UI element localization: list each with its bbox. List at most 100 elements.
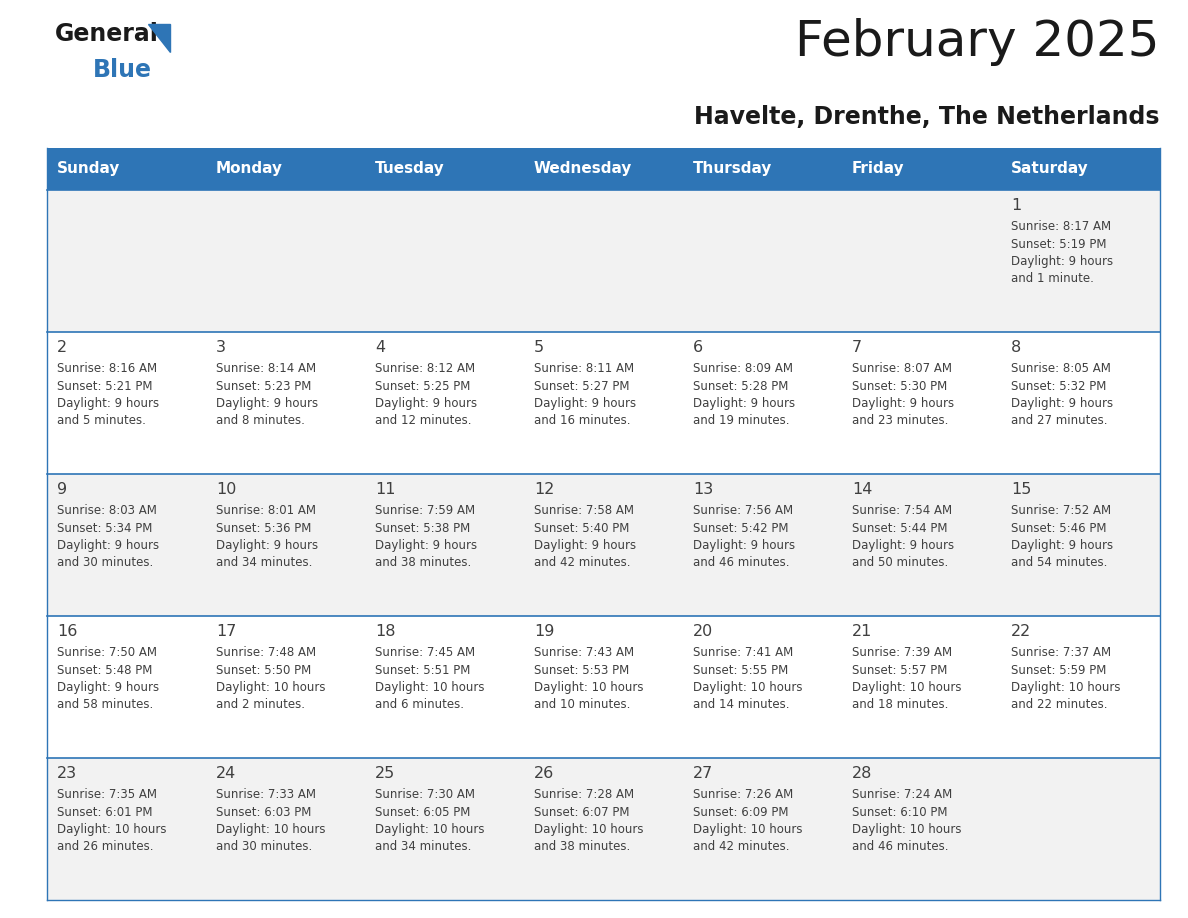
Text: 19: 19 bbox=[533, 624, 555, 639]
Bar bbox=[842, 758, 1001, 900]
Text: 15: 15 bbox=[1011, 482, 1031, 497]
Bar bbox=[365, 148, 524, 190]
Bar bbox=[1001, 148, 1159, 190]
Bar bbox=[683, 148, 842, 190]
Text: Sunrise: 7:37 AM
Sunset: 5:59 PM
Daylight: 10 hours
and 22 minutes.: Sunrise: 7:37 AM Sunset: 5:59 PM Dayligh… bbox=[1011, 646, 1120, 711]
Text: 13: 13 bbox=[693, 482, 713, 497]
Bar bbox=[206, 332, 365, 474]
Bar bbox=[365, 616, 524, 758]
Text: Sunrise: 7:52 AM
Sunset: 5:46 PM
Daylight: 9 hours
and 54 minutes.: Sunrise: 7:52 AM Sunset: 5:46 PM Dayligh… bbox=[1011, 504, 1113, 569]
Text: Friday: Friday bbox=[852, 162, 904, 176]
Text: 5: 5 bbox=[533, 340, 544, 355]
Bar bbox=[842, 332, 1001, 474]
Text: Saturday: Saturday bbox=[1011, 162, 1088, 176]
Text: 4: 4 bbox=[375, 340, 385, 355]
Text: 28: 28 bbox=[852, 766, 872, 781]
Text: Sunrise: 8:05 AM
Sunset: 5:32 PM
Daylight: 9 hours
and 27 minutes.: Sunrise: 8:05 AM Sunset: 5:32 PM Dayligh… bbox=[1011, 362, 1113, 428]
Bar bbox=[524, 332, 683, 474]
Bar bbox=[1001, 332, 1159, 474]
Text: 23: 23 bbox=[57, 766, 77, 781]
Bar bbox=[48, 332, 206, 474]
Bar bbox=[842, 190, 1001, 332]
Text: 7: 7 bbox=[852, 340, 862, 355]
Text: 2: 2 bbox=[57, 340, 68, 355]
Text: Sunrise: 7:39 AM
Sunset: 5:57 PM
Daylight: 10 hours
and 18 minutes.: Sunrise: 7:39 AM Sunset: 5:57 PM Dayligh… bbox=[852, 646, 961, 711]
Text: Blue: Blue bbox=[93, 58, 152, 82]
Text: Sunrise: 7:28 AM
Sunset: 6:07 PM
Daylight: 10 hours
and 38 minutes.: Sunrise: 7:28 AM Sunset: 6:07 PM Dayligh… bbox=[533, 788, 644, 854]
Bar bbox=[206, 616, 365, 758]
Bar bbox=[206, 474, 365, 616]
Text: Sunrise: 7:41 AM
Sunset: 5:55 PM
Daylight: 10 hours
and 14 minutes.: Sunrise: 7:41 AM Sunset: 5:55 PM Dayligh… bbox=[693, 646, 803, 711]
Bar bbox=[365, 758, 524, 900]
Text: 12: 12 bbox=[533, 482, 555, 497]
Text: Sunrise: 8:16 AM
Sunset: 5:21 PM
Daylight: 9 hours
and 5 minutes.: Sunrise: 8:16 AM Sunset: 5:21 PM Dayligh… bbox=[57, 362, 159, 428]
Polygon shape bbox=[148, 24, 170, 52]
Text: 16: 16 bbox=[57, 624, 77, 639]
Text: Sunday: Sunday bbox=[57, 162, 120, 176]
Bar bbox=[206, 148, 365, 190]
Text: Wednesday: Wednesday bbox=[533, 162, 632, 176]
Text: 22: 22 bbox=[1011, 624, 1031, 639]
Text: Tuesday: Tuesday bbox=[375, 162, 444, 176]
Text: Sunrise: 8:17 AM
Sunset: 5:19 PM
Daylight: 9 hours
and 1 minute.: Sunrise: 8:17 AM Sunset: 5:19 PM Dayligh… bbox=[1011, 220, 1113, 285]
Text: 25: 25 bbox=[375, 766, 396, 781]
Text: Sunrise: 7:30 AM
Sunset: 6:05 PM
Daylight: 10 hours
and 34 minutes.: Sunrise: 7:30 AM Sunset: 6:05 PM Dayligh… bbox=[375, 788, 485, 854]
Bar bbox=[48, 616, 206, 758]
Bar bbox=[206, 190, 365, 332]
Bar bbox=[842, 616, 1001, 758]
Text: Havelte, Drenthe, The Netherlands: Havelte, Drenthe, The Netherlands bbox=[695, 105, 1159, 129]
Text: Sunrise: 8:01 AM
Sunset: 5:36 PM
Daylight: 9 hours
and 34 minutes.: Sunrise: 8:01 AM Sunset: 5:36 PM Dayligh… bbox=[216, 504, 318, 569]
Text: 11: 11 bbox=[375, 482, 396, 497]
Bar bbox=[842, 474, 1001, 616]
Text: Sunrise: 7:35 AM
Sunset: 6:01 PM
Daylight: 10 hours
and 26 minutes.: Sunrise: 7:35 AM Sunset: 6:01 PM Dayligh… bbox=[57, 788, 166, 854]
Bar bbox=[1001, 616, 1159, 758]
Text: Sunrise: 7:54 AM
Sunset: 5:44 PM
Daylight: 9 hours
and 50 minutes.: Sunrise: 7:54 AM Sunset: 5:44 PM Dayligh… bbox=[852, 504, 954, 569]
Text: 10: 10 bbox=[216, 482, 236, 497]
Text: 17: 17 bbox=[216, 624, 236, 639]
Bar bbox=[48, 474, 206, 616]
Text: Sunrise: 8:03 AM
Sunset: 5:34 PM
Daylight: 9 hours
and 30 minutes.: Sunrise: 8:03 AM Sunset: 5:34 PM Dayligh… bbox=[57, 504, 159, 569]
Bar bbox=[365, 190, 524, 332]
Text: 18: 18 bbox=[375, 624, 396, 639]
Bar bbox=[524, 148, 683, 190]
Bar bbox=[48, 148, 206, 190]
Bar bbox=[683, 474, 842, 616]
Text: Sunrise: 7:45 AM
Sunset: 5:51 PM
Daylight: 10 hours
and 6 minutes.: Sunrise: 7:45 AM Sunset: 5:51 PM Dayligh… bbox=[375, 646, 485, 711]
Text: Sunrise: 8:11 AM
Sunset: 5:27 PM
Daylight: 9 hours
and 16 minutes.: Sunrise: 8:11 AM Sunset: 5:27 PM Dayligh… bbox=[533, 362, 636, 428]
Bar bbox=[683, 332, 842, 474]
Text: 3: 3 bbox=[216, 340, 226, 355]
Text: Sunrise: 7:26 AM
Sunset: 6:09 PM
Daylight: 10 hours
and 42 minutes.: Sunrise: 7:26 AM Sunset: 6:09 PM Dayligh… bbox=[693, 788, 803, 854]
Bar bbox=[1001, 474, 1159, 616]
Text: 24: 24 bbox=[216, 766, 236, 781]
Bar bbox=[48, 758, 206, 900]
Bar bbox=[524, 190, 683, 332]
Bar bbox=[683, 758, 842, 900]
Bar bbox=[206, 758, 365, 900]
Text: Sunrise: 8:12 AM
Sunset: 5:25 PM
Daylight: 9 hours
and 12 minutes.: Sunrise: 8:12 AM Sunset: 5:25 PM Dayligh… bbox=[375, 362, 478, 428]
Text: Sunrise: 8:09 AM
Sunset: 5:28 PM
Daylight: 9 hours
and 19 minutes.: Sunrise: 8:09 AM Sunset: 5:28 PM Dayligh… bbox=[693, 362, 795, 428]
Text: Sunrise: 8:07 AM
Sunset: 5:30 PM
Daylight: 9 hours
and 23 minutes.: Sunrise: 8:07 AM Sunset: 5:30 PM Dayligh… bbox=[852, 362, 954, 428]
Bar bbox=[524, 758, 683, 900]
Bar bbox=[1001, 758, 1159, 900]
Text: Sunrise: 7:33 AM
Sunset: 6:03 PM
Daylight: 10 hours
and 30 minutes.: Sunrise: 7:33 AM Sunset: 6:03 PM Dayligh… bbox=[216, 788, 326, 854]
Text: Sunrise: 7:43 AM
Sunset: 5:53 PM
Daylight: 10 hours
and 10 minutes.: Sunrise: 7:43 AM Sunset: 5:53 PM Dayligh… bbox=[533, 646, 644, 711]
Text: Sunrise: 7:24 AM
Sunset: 6:10 PM
Daylight: 10 hours
and 46 minutes.: Sunrise: 7:24 AM Sunset: 6:10 PM Dayligh… bbox=[852, 788, 961, 854]
Text: 26: 26 bbox=[533, 766, 555, 781]
Bar bbox=[524, 474, 683, 616]
Text: Sunrise: 7:50 AM
Sunset: 5:48 PM
Daylight: 9 hours
and 58 minutes.: Sunrise: 7:50 AM Sunset: 5:48 PM Dayligh… bbox=[57, 646, 159, 711]
Text: 8: 8 bbox=[1011, 340, 1022, 355]
Text: February 2025: February 2025 bbox=[796, 18, 1159, 66]
Text: Sunrise: 7:48 AM
Sunset: 5:50 PM
Daylight: 10 hours
and 2 minutes.: Sunrise: 7:48 AM Sunset: 5:50 PM Dayligh… bbox=[216, 646, 326, 711]
Text: 1: 1 bbox=[1011, 198, 1022, 213]
Text: 20: 20 bbox=[693, 624, 713, 639]
Text: 9: 9 bbox=[57, 482, 68, 497]
Text: Sunrise: 7:59 AM
Sunset: 5:38 PM
Daylight: 9 hours
and 38 minutes.: Sunrise: 7:59 AM Sunset: 5:38 PM Dayligh… bbox=[375, 504, 478, 569]
Text: Sunrise: 7:56 AM
Sunset: 5:42 PM
Daylight: 9 hours
and 46 minutes.: Sunrise: 7:56 AM Sunset: 5:42 PM Dayligh… bbox=[693, 504, 795, 569]
Bar bbox=[365, 474, 524, 616]
Text: Sunrise: 8:14 AM
Sunset: 5:23 PM
Daylight: 9 hours
and 8 minutes.: Sunrise: 8:14 AM Sunset: 5:23 PM Dayligh… bbox=[216, 362, 318, 428]
Bar bbox=[683, 190, 842, 332]
Text: 6: 6 bbox=[693, 340, 703, 355]
Text: 14: 14 bbox=[852, 482, 872, 497]
Text: Thursday: Thursday bbox=[693, 162, 772, 176]
Bar bbox=[365, 332, 524, 474]
